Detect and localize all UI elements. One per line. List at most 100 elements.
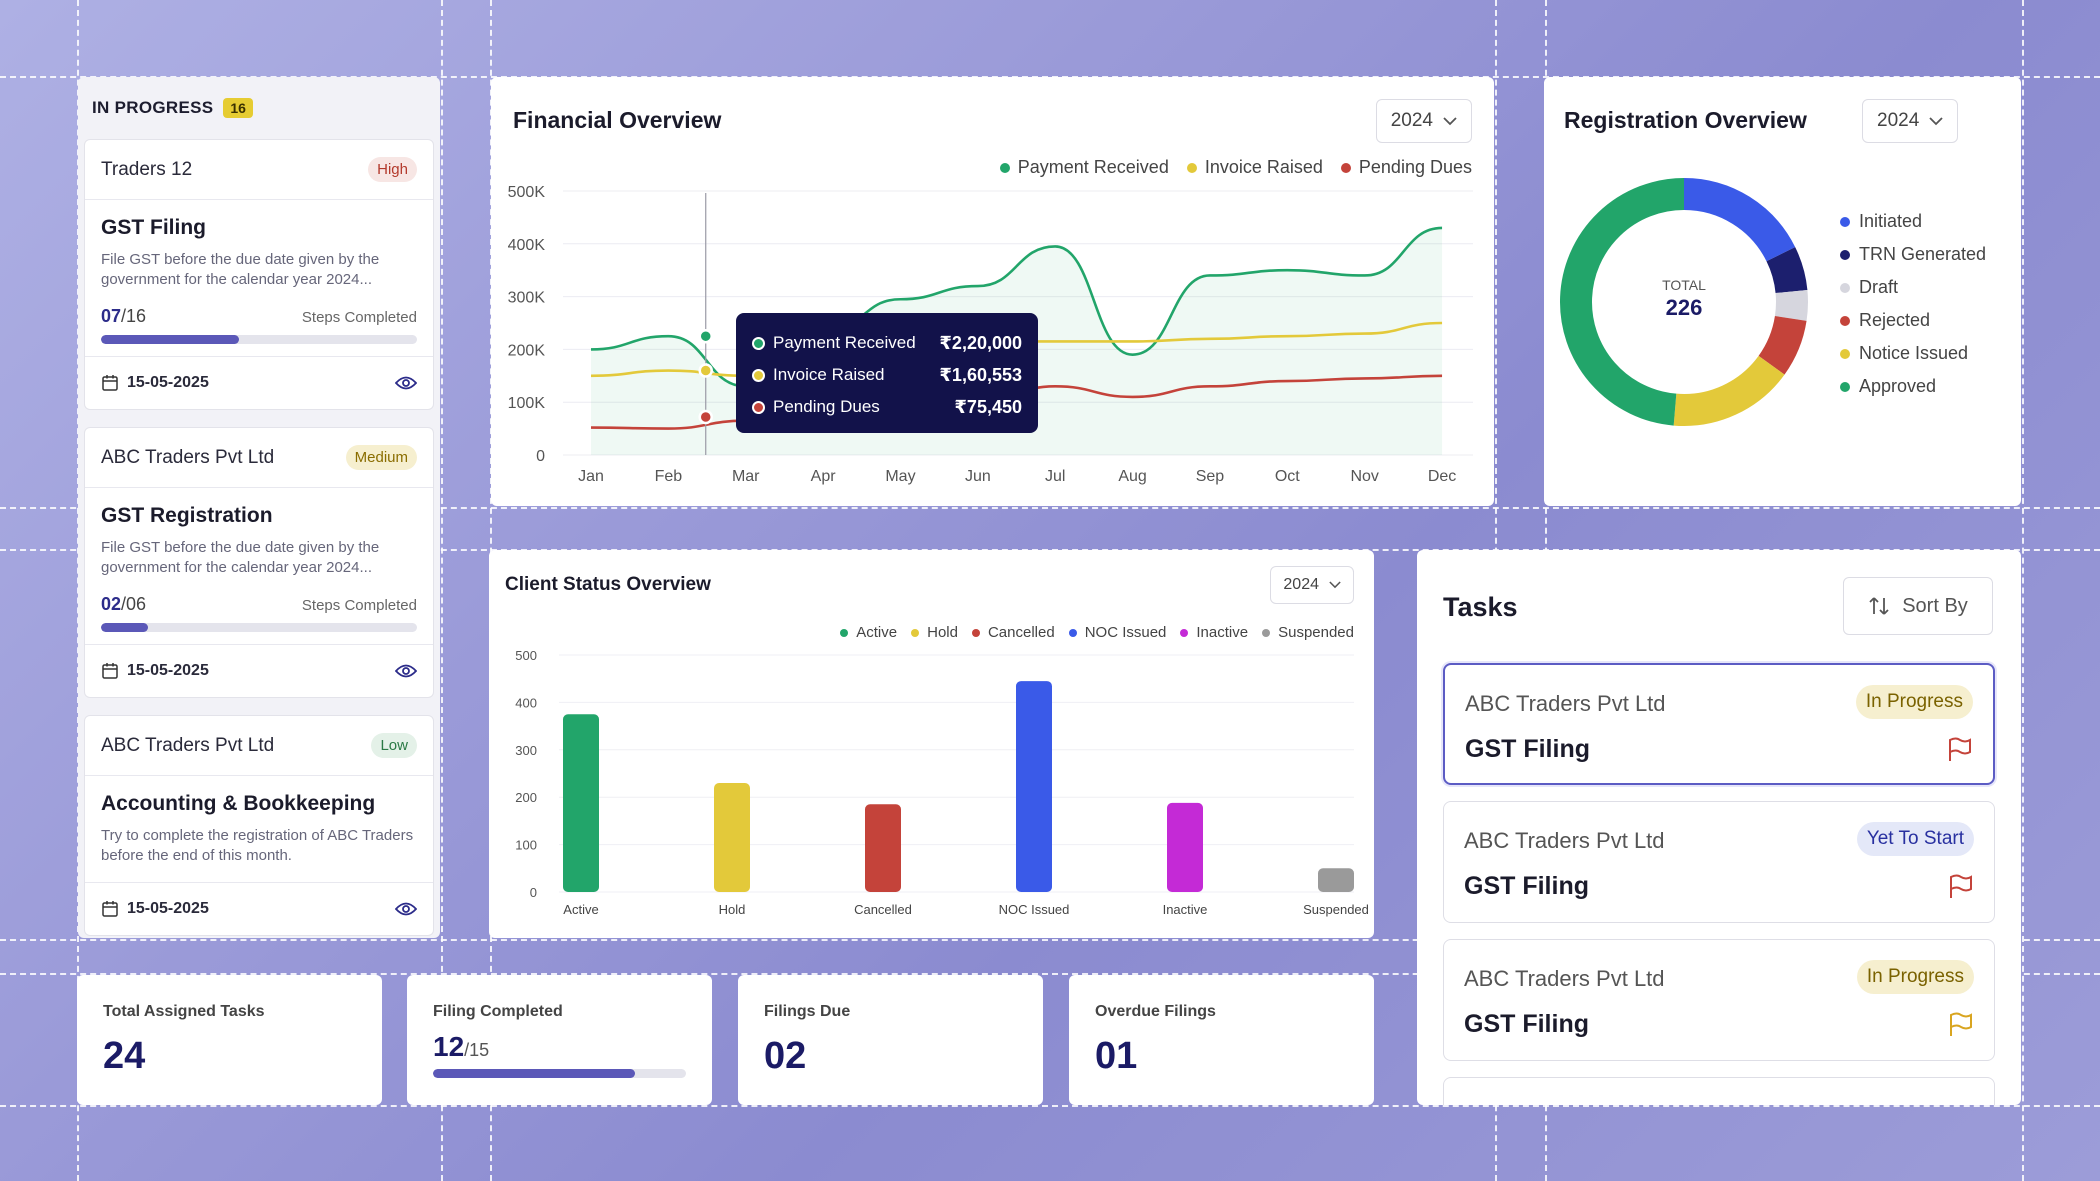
- card-description: Try to complete the registration of ABC …: [101, 827, 414, 864]
- stat-label: Overdue Filings: [1095, 1003, 1216, 1020]
- legend-item: Draft: [1840, 271, 1986, 304]
- y-tick-label: 100: [515, 838, 537, 853]
- in-progress-header: IN PROGRESS 16: [78, 77, 440, 139]
- x-tick-label: Inactive: [1163, 902, 1208, 917]
- sort-button[interactable]: Sort By: [1843, 577, 1993, 635]
- y-tick-label: 300: [515, 743, 537, 758]
- calendar-icon: [102, 901, 118, 917]
- eye-icon[interactable]: [395, 902, 417, 916]
- kanban-card[interactable]: ABC Traders Pvt Ltd Low Accounting & Boo…: [84, 715, 434, 936]
- task-item[interactable]: [1443, 1077, 1995, 1105]
- card-client: Traders 12: [101, 158, 193, 180]
- registration-donut-chart: [1560, 178, 1808, 426]
- y-tick-label: 0: [530, 885, 537, 900]
- stat-card-total-assigned: Total Assigned Tasks 24: [77, 975, 382, 1105]
- task-item[interactable]: ABC Traders Pvt Ltd GST Filing In Progre…: [1443, 663, 1995, 785]
- year-select[interactable]: 2024: [1862, 99, 1959, 143]
- legend-item: TRN Generated: [1840, 238, 1986, 271]
- kanban-card[interactable]: Traders 12 High GST Filing File GST befo…: [84, 139, 434, 410]
- legend-item: Cancelled: [971, 624, 1055, 641]
- due-date: 15-05-2025: [101, 900, 209, 918]
- bar: [1016, 681, 1052, 892]
- year-select[interactable]: 2024: [1375, 99, 1472, 143]
- donut-center: TOTAL 226: [1662, 277, 1706, 320]
- x-tick-label: Mar: [732, 468, 760, 485]
- column-title: IN PROGRESS: [92, 98, 214, 117]
- x-tick-label: Sep: [1196, 468, 1225, 485]
- task-client: ABC Traders Pvt Ltd: [1464, 828, 1665, 853]
- task-item[interactable]: ABC Traders Pvt Ltd GST Filing Yet To St…: [1443, 801, 1995, 923]
- hover-point: [698, 363, 713, 378]
- registration-overview-card: Registration Overview 2024 TOTAL 226 Ini…: [1544, 77, 2021, 506]
- x-tick-label: Jun: [965, 468, 991, 485]
- status-badge: In Progress: [1855, 685, 1973, 719]
- calendar-icon: [102, 375, 118, 391]
- flag-icon[interactable]: [1948, 874, 1974, 900]
- legend-item: NOC Issued: [1068, 624, 1166, 641]
- legend-item: Hold: [911, 624, 958, 641]
- filing-progress-bar: [433, 1069, 686, 1078]
- card-title: Tasks: [1443, 592, 1518, 622]
- card-client: ABC Traders Pvt Ltd: [101, 446, 275, 468]
- y-tick-label: 500: [515, 648, 537, 663]
- card-title: GST Registration: [101, 504, 273, 527]
- status-badge: Yet To Start: [1856, 822, 1974, 856]
- x-tick-label: Active: [563, 902, 598, 917]
- task-client: ABC Traders Pvt Ltd: [1464, 966, 1665, 991]
- y-tick-label: 500K: [508, 184, 546, 201]
- flag-icon[interactable]: [1947, 737, 1973, 763]
- financial-overview-card: Financial Overview 2024 Payment Received…: [491, 77, 1494, 506]
- card-title: GST Filing: [101, 216, 206, 239]
- y-tick-label: 300K: [508, 290, 546, 307]
- stat-label: Total Assigned Tasks: [103, 1003, 265, 1020]
- chevron-down-icon: [1329, 581, 1341, 589]
- legend-item: Payment Received: [999, 157, 1169, 178]
- due-date: 15-05-2025: [101, 662, 209, 680]
- task-title: GST Filing: [1465, 735, 1590, 763]
- y-tick-label: 100K: [508, 395, 546, 412]
- stat-label: Filings Due: [764, 1003, 851, 1020]
- bar: [714, 782, 750, 892]
- flag-icon[interactable]: [1948, 1012, 1974, 1038]
- legend-item: Rejected: [1840, 304, 1986, 337]
- y-tick-label: 200K: [508, 342, 546, 359]
- legend-item: Initiated: [1840, 205, 1986, 238]
- chevron-down-icon: [1929, 116, 1943, 125]
- donut-slice: [1560, 178, 1685, 426]
- year-select[interactable]: 2024: [1270, 566, 1354, 604]
- legend-item: Active: [840, 624, 897, 641]
- x-tick-label: Oct: [1275, 468, 1300, 485]
- stat-card-filing-completed: Filing Completed 12/15: [407, 975, 712, 1105]
- bar: [1167, 802, 1203, 892]
- bar: [563, 714, 599, 892]
- legend-item: Notice Issued: [1840, 337, 1986, 370]
- stat-value: 02: [764, 1035, 807, 1077]
- steps-progress-bar: [101, 335, 417, 344]
- y-tick-label: 200: [515, 790, 537, 805]
- tooltip-row: Pending Dues ₹75,450: [752, 391, 1022, 423]
- bar: [865, 804, 901, 892]
- priority-badge: High: [368, 157, 417, 182]
- donut-slice: [1766, 247, 1808, 294]
- donut-slice: [1758, 315, 1807, 375]
- card-title: Client Status Overview: [505, 574, 711, 595]
- donut-slice: [1774, 289, 1808, 321]
- donut-slice: [1683, 178, 1796, 262]
- eye-icon[interactable]: [395, 664, 417, 678]
- legend-item: Approved: [1840, 370, 1986, 403]
- chart-tooltip: Payment Received ₹2,20,000 Invoice Raise…: [736, 313, 1038, 433]
- stat-card-overdue-filings: Overdue Filings 01: [1069, 975, 1374, 1105]
- kanban-card[interactable]: ABC Traders Pvt Ltd Medium GST Registrat…: [84, 427, 434, 698]
- chart-legend: Payment Received Invoice Raised Pending …: [999, 157, 1472, 178]
- in-progress-column: IN PROGRESS 16 Traders 12 High GST Filin…: [78, 77, 440, 938]
- legend-item: Invoice Raised: [1186, 157, 1323, 178]
- eye-icon[interactable]: [395, 376, 417, 390]
- sort-arrows-icon: [1869, 597, 1889, 615]
- x-tick-label: NOC Issued: [999, 902, 1070, 917]
- hover-point: [698, 328, 713, 344]
- task-item[interactable]: ABC Traders Pvt Ltd GST Filing In Progre…: [1443, 939, 1995, 1061]
- x-tick-label: Suspended: [1303, 902, 1369, 917]
- financial-line-chart: 500K 400K 300K 200K 100K 0 Jan Feb Mar Apr May Jun J…: [508, 184, 1473, 485]
- x-tick-label: Dec: [1428, 468, 1456, 485]
- task-title: GST Filing: [1464, 872, 1589, 900]
